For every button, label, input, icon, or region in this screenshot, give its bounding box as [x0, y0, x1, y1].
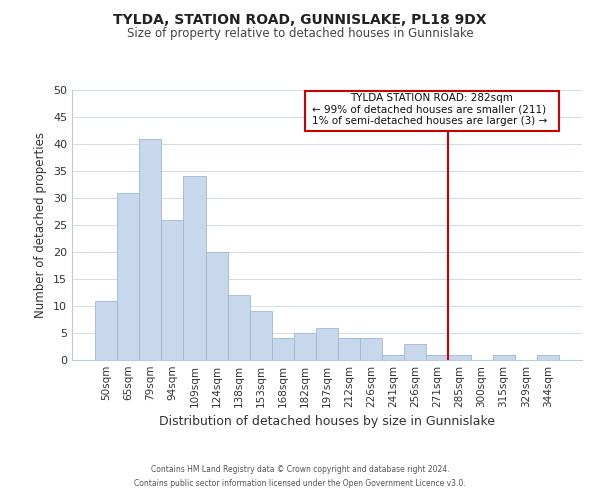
Bar — [161, 220, 184, 360]
Bar — [338, 338, 360, 360]
Bar — [448, 354, 470, 360]
Bar — [382, 354, 404, 360]
Bar — [227, 295, 250, 360]
Bar — [272, 338, 294, 360]
Text: TYLDA STATION ROAD: 282sqm: TYLDA STATION ROAD: 282sqm — [350, 93, 514, 103]
Bar — [250, 312, 272, 360]
Text: Size of property relative to detached houses in Gunnislake: Size of property relative to detached ho… — [127, 28, 473, 40]
Bar — [117, 192, 139, 360]
Y-axis label: Number of detached properties: Number of detached properties — [34, 132, 47, 318]
X-axis label: Distribution of detached houses by size in Gunnislake: Distribution of detached houses by size … — [159, 416, 495, 428]
Bar — [206, 252, 227, 360]
Bar — [294, 333, 316, 360]
Bar — [404, 344, 427, 360]
Text: 1% of semi-detached houses are larger (3) →: 1% of semi-detached houses are larger (3… — [311, 116, 547, 126]
Bar — [316, 328, 338, 360]
Text: TYLDA, STATION ROAD, GUNNISLAKE, PL18 9DX: TYLDA, STATION ROAD, GUNNISLAKE, PL18 9D… — [113, 12, 487, 26]
Text: ← 99% of detached houses are smaller (211): ← 99% of detached houses are smaller (21… — [311, 104, 545, 115]
Bar — [305, 91, 559, 130]
Bar — [139, 138, 161, 360]
Bar — [537, 354, 559, 360]
Bar — [95, 300, 117, 360]
Bar — [427, 354, 448, 360]
Text: Contains HM Land Registry data © Crown copyright and database right 2024.
Contai: Contains HM Land Registry data © Crown c… — [134, 466, 466, 487]
Bar — [493, 354, 515, 360]
Bar — [184, 176, 206, 360]
Bar — [360, 338, 382, 360]
